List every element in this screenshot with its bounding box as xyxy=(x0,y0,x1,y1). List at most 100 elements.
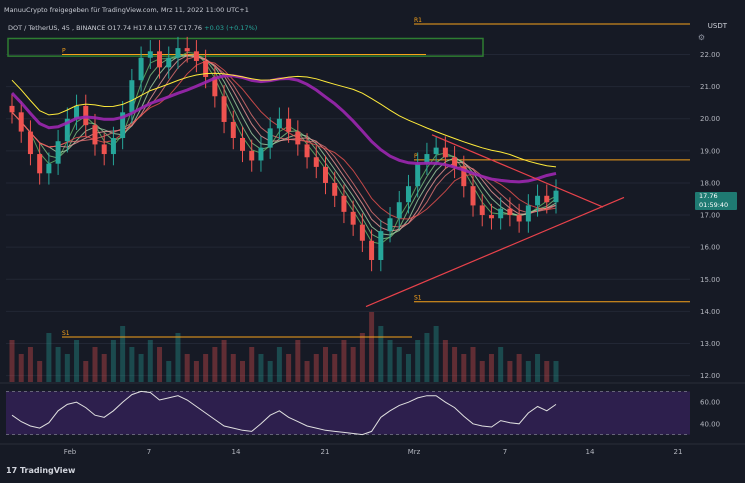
volume-bar xyxy=(166,361,172,382)
candle-body xyxy=(350,211,356,225)
rsi-band xyxy=(6,391,690,435)
volume-bar xyxy=(267,361,273,382)
candle-body xyxy=(516,215,522,222)
time-tick-label: 7 xyxy=(147,448,151,456)
pivot-label: P xyxy=(62,48,66,55)
resistance-zone xyxy=(7,37,484,57)
volume-bar xyxy=(175,333,181,382)
time-tick-label: Mrz xyxy=(408,448,421,456)
candle-body xyxy=(276,118,282,129)
volume-bar xyxy=(553,361,559,382)
price-tick-label: 19.00 xyxy=(700,147,720,155)
candle-body xyxy=(507,208,513,216)
price-tick-label: 13.00 xyxy=(700,340,720,348)
candle-body xyxy=(101,144,107,155)
volume-bar xyxy=(101,354,107,382)
candle-body xyxy=(18,112,24,132)
candle-body xyxy=(433,147,439,155)
pivot-label: R1 xyxy=(414,17,422,24)
rsi-line xyxy=(11,390,557,436)
volume-bar xyxy=(452,347,458,382)
volume-bar xyxy=(157,347,163,382)
candle-body xyxy=(120,112,126,138)
pivot-label: S1 xyxy=(62,330,70,337)
volume-bar xyxy=(498,347,504,382)
candle-body xyxy=(378,231,384,260)
volume-bar xyxy=(258,354,264,382)
candle-body xyxy=(166,57,172,68)
volume-bar xyxy=(461,354,467,382)
volume-bar xyxy=(488,354,494,382)
volume-bar xyxy=(369,312,375,382)
volume-bar xyxy=(138,354,144,382)
candle-body xyxy=(286,118,292,132)
candle-body xyxy=(470,186,476,206)
volume-bar xyxy=(295,340,301,382)
volume-bar xyxy=(193,361,199,382)
volume-bar xyxy=(276,347,282,382)
time-tick-label: 21 xyxy=(321,448,330,456)
volume-bar xyxy=(359,333,365,382)
candle-body xyxy=(193,51,199,61)
gear-icon[interactable]: ⚙ xyxy=(697,33,705,42)
ribbon-line xyxy=(11,53,557,240)
candle-body xyxy=(341,195,347,212)
time-tick-label: 14 xyxy=(232,448,241,456)
price-tick-label: 18.00 xyxy=(700,179,720,187)
volume-bar xyxy=(516,354,522,382)
bar-countdown: 01:59:40 xyxy=(699,201,729,209)
volume-bar xyxy=(304,361,310,382)
volume-bar xyxy=(203,354,209,382)
volume-bar xyxy=(221,340,227,382)
volume-bar xyxy=(249,347,255,382)
symbol-name: DOT / TetherUS, 45 xyxy=(8,24,70,32)
chart-header: ManuuCrypto freigegeben für TradingView.… xyxy=(4,6,249,14)
candle-body xyxy=(304,144,310,158)
volume-bar xyxy=(92,347,98,382)
chart-grid xyxy=(6,54,690,377)
candle-body xyxy=(405,186,411,203)
volume-bar xyxy=(9,340,15,382)
candle-body xyxy=(157,51,163,68)
candle-body xyxy=(55,141,61,164)
triangle-upper xyxy=(431,134,604,208)
rsi-tick-label: 60.00 xyxy=(700,399,720,407)
candle-body xyxy=(544,195,550,203)
price-tick-label: 15.00 xyxy=(700,276,720,284)
rsi-panel: 60.00 40.00 xyxy=(0,382,745,436)
candle-body xyxy=(452,157,458,167)
candle-body xyxy=(322,166,328,183)
volume-bar xyxy=(544,361,550,382)
volume-bar xyxy=(387,340,393,382)
candle-body xyxy=(46,163,52,174)
candle-body xyxy=(129,80,135,113)
rsi-tick-label: 40.00 xyxy=(700,420,720,428)
candle-body xyxy=(525,205,531,222)
tradingview-logo[interactable]: 17 TradingView xyxy=(6,466,75,475)
volume-bar xyxy=(405,354,411,382)
volume-bar xyxy=(525,361,531,382)
pivot-label: P xyxy=(414,153,418,160)
candle-body xyxy=(92,125,98,145)
volume-bar xyxy=(240,361,246,382)
candle-body xyxy=(203,60,209,77)
candle-body xyxy=(461,166,467,187)
triangle-pattern xyxy=(365,134,625,308)
volume-bar xyxy=(470,347,476,382)
candle-body xyxy=(240,138,246,151)
candle-body xyxy=(369,240,375,260)
candle-body xyxy=(175,48,181,58)
price-axis: 22.00 21.00 20.00 19.00 18.00 17.00 16.00 15.00… xyxy=(700,51,720,380)
ohlc-values: O17.74 H17.8 L17.57 C17.76 xyxy=(107,24,203,32)
volume-bar xyxy=(83,361,89,382)
volume-bar xyxy=(184,354,190,382)
candle-body xyxy=(442,147,448,158)
price-change: +0.03 (+0.17%) xyxy=(204,24,258,32)
brand-label: TradingView xyxy=(19,466,76,475)
price-tick-label: 12.00 xyxy=(700,372,720,380)
volume-bar xyxy=(27,347,33,382)
volume-bar xyxy=(37,361,43,382)
volume-bar xyxy=(350,347,356,382)
time-tick-label: 7 xyxy=(503,448,507,456)
